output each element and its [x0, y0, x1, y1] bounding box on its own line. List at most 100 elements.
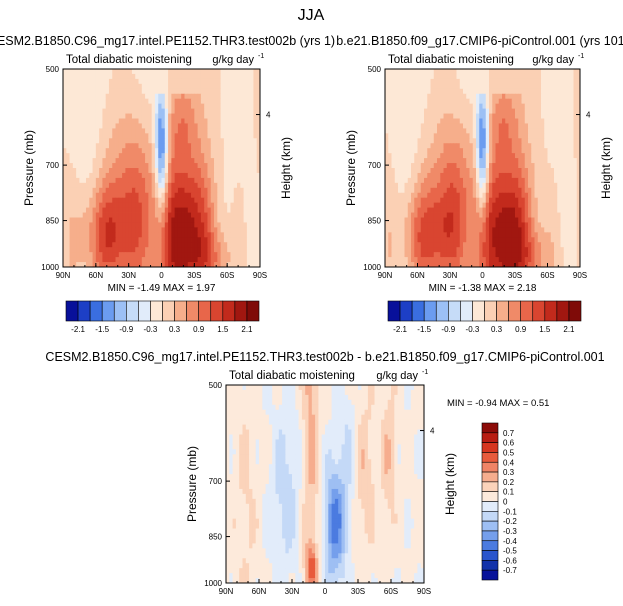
heatmap-cell — [237, 73, 241, 80]
heatmap-cell — [194, 202, 199, 208]
heatmap-cell — [168, 98, 172, 105]
heatmap-cell — [404, 93, 409, 100]
heatmap-cell — [138, 212, 143, 218]
heatmap-cell — [151, 163, 156, 169]
heatmap-cell — [437, 187, 441, 194]
heatmap-cell — [242, 389, 247, 396]
heatmap-cell — [570, 108, 574, 114]
heatmap-cell — [69, 138, 74, 144]
heatmap-cell — [437, 108, 441, 114]
heatmap-cell — [102, 207, 107, 213]
heatmap-cell — [148, 69, 153, 75]
heatmap-cell — [524, 83, 529, 90]
heatmap-cell — [92, 237, 97, 243]
heatmap-cell — [131, 113, 136, 119]
panel-2: b.e21.B1850.f09_g17.CMIP6-piControl.001 … — [336, 34, 623, 294]
heatmap-cell — [511, 108, 516, 114]
heatmap-cell — [547, 73, 552, 80]
heatmap-cell — [135, 232, 139, 238]
heatmap-cell — [161, 212, 166, 218]
heatmap-cell — [541, 257, 545, 263]
heatmap-cell — [482, 197, 487, 204]
heatmap-cell — [407, 168, 412, 174]
heatmap-cell — [433, 168, 438, 174]
heatmap-cell — [95, 252, 100, 258]
heatmap-cell — [446, 212, 451, 218]
heatmap-cell — [459, 202, 464, 208]
heatmap-cell — [391, 78, 396, 85]
heatmap-cell — [502, 128, 506, 134]
heatmap-cell — [85, 88, 90, 95]
heatmap-cell — [544, 69, 548, 75]
heatmap-cell — [433, 177, 438, 184]
heatmap-cell — [554, 143, 558, 149]
heatmap-cell — [230, 78, 235, 85]
heatmap-cell — [184, 187, 189, 194]
heatmap-cell — [197, 202, 202, 208]
heatmap-cell — [118, 153, 123, 159]
x-tick-label: 60S — [220, 271, 234, 280]
heatmap-cell — [161, 182, 166, 189]
heatmap-cell — [158, 182, 162, 189]
heatmap-cell — [63, 197, 67, 204]
heatmap-cell — [161, 158, 166, 164]
heatmap-cell — [125, 232, 130, 238]
heatmap-cell — [440, 202, 444, 208]
heatmap-cell — [511, 172, 516, 179]
heatmap-cell — [469, 212, 474, 218]
heatmap-cell — [534, 113, 539, 119]
heatmap-cell — [489, 168, 493, 174]
heatmap-cell — [450, 202, 454, 208]
heatmap-cell — [417, 108, 422, 114]
heatmap-cell — [537, 148, 542, 154]
heatmap-cell — [158, 128, 162, 134]
heatmap-cell — [99, 133, 103, 139]
heatmap-cell — [427, 73, 431, 80]
heatmap-cell — [560, 98, 565, 105]
heatmap-cell — [161, 227, 166, 233]
heatmap-cell — [417, 237, 422, 243]
heatmap-cell — [550, 69, 555, 75]
heatmap-cell — [576, 138, 581, 144]
heatmap-cell — [570, 138, 574, 144]
heatmap-cell — [66, 103, 70, 109]
heatmap-cell — [348, 385, 352, 391]
heatmap-cell — [63, 232, 67, 238]
heatmap-cell — [463, 93, 467, 100]
heatmap-cell — [102, 217, 107, 223]
heatmap-cell — [391, 143, 396, 149]
heatmap-cell — [158, 262, 162, 268]
heatmap-cell — [482, 113, 487, 119]
heatmap-cell — [414, 73, 418, 80]
heatmap-cell — [177, 88, 182, 95]
heatmap-cell — [476, 78, 480, 85]
heatmap-cell — [394, 138, 399, 144]
heatmap-cell — [184, 138, 189, 144]
heatmap-cell — [210, 113, 215, 119]
heatmap-cell — [214, 128, 218, 134]
heatmap-cell — [502, 217, 506, 223]
heatmap-cell — [95, 153, 100, 159]
heatmap-cell — [240, 197, 244, 204]
heatmap-cell — [161, 217, 166, 223]
heatmap-cell — [177, 78, 182, 85]
heatmap-cell — [420, 113, 425, 119]
heatmap-cell — [505, 172, 509, 179]
heatmap-cell — [466, 83, 470, 90]
heatmap-cell — [414, 123, 418, 129]
heatmap-cell — [492, 207, 496, 213]
heatmap-cell — [69, 78, 74, 85]
heatmap-cell — [391, 182, 396, 189]
heatmap-cell — [92, 148, 97, 154]
heatmap-cell — [515, 163, 519, 169]
heatmap-cell — [174, 172, 179, 179]
heatmap-cell — [250, 163, 254, 169]
heatmap-cell — [237, 148, 241, 154]
heatmap-cell — [191, 182, 195, 189]
heatmap-cell — [433, 262, 438, 268]
heatmap-cell — [141, 197, 146, 204]
heatmap-cell — [443, 118, 448, 124]
heatmap-cell — [256, 78, 261, 85]
heatmap-cell — [502, 88, 506, 95]
heatmap-cell — [437, 128, 441, 134]
